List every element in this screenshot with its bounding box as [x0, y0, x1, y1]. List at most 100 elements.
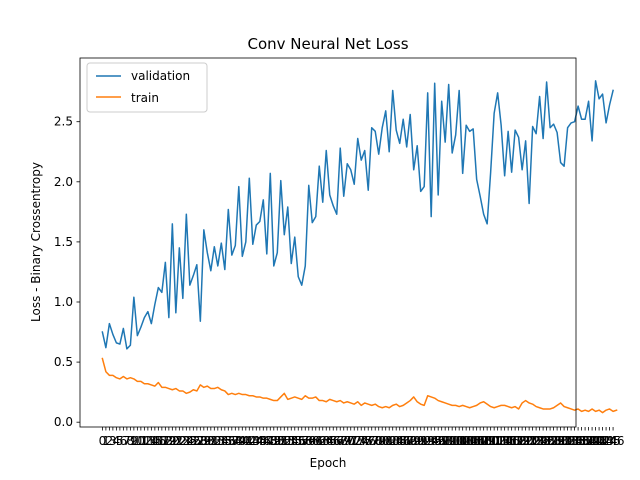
x-tick-label: 130 — [546, 434, 569, 448]
x-tick-label: 47 — [259, 434, 274, 448]
x-tick-label: 127 — [535, 434, 558, 448]
x-tick-label: 128 — [539, 434, 562, 448]
x-tick-label: 22 — [172, 434, 187, 448]
x-tick-label: 112 — [483, 434, 506, 448]
x-tick-label: 89 — [406, 434, 421, 448]
x-tick-label: 62 — [312, 434, 327, 448]
legend-label-train: train — [131, 91, 159, 105]
x-tick-label: 1 — [102, 434, 110, 448]
x-tick-label: 24 — [179, 434, 194, 448]
x-tick-label: 85 — [392, 434, 407, 448]
y-tick-label: 1.5 — [54, 235, 73, 249]
x-tick-label: 125 — [528, 434, 551, 448]
x-tick-label: 41 — [238, 434, 253, 448]
x-tick-label: 5 — [116, 434, 124, 448]
x-tick-label: 63 — [315, 434, 330, 448]
x-tick-label: 65 — [322, 434, 337, 448]
x-tick-label: 51 — [273, 434, 288, 448]
x-tick-label: 9 — [130, 434, 138, 448]
x-tick-label: 87 — [399, 434, 414, 448]
x-tick-label: 124 — [525, 434, 548, 448]
x-tick-label: 37 — [224, 434, 239, 448]
x-tick-label: 71 — [343, 434, 358, 448]
x-tick-label: 70 — [340, 434, 355, 448]
x-tick-label: 114 — [490, 434, 513, 448]
x-tick-label: 138 — [574, 434, 597, 448]
series-line-train — [101, 357, 618, 414]
x-tick-label: 66 — [326, 434, 341, 448]
x-tick-label: 111 — [479, 434, 502, 448]
y-tick-label: 2.5 — [54, 115, 73, 129]
x-tick-label: 43 — [245, 434, 260, 448]
chart-title: Conv Neural Net Loss — [247, 35, 408, 53]
x-tick-label: 90 — [410, 434, 425, 448]
x-tick-label: 108 — [469, 434, 492, 448]
x-tick-label: 122 — [518, 434, 541, 448]
x-tick-label: 118 — [504, 434, 527, 448]
x-tick-label: 2 — [106, 434, 114, 448]
x-tick-label: 83 — [385, 434, 400, 448]
x-tick-label: 19 — [161, 434, 176, 448]
x-tick-label: 137 — [570, 434, 593, 448]
x-tick-label: 39 — [231, 434, 246, 448]
legend: validation train — [86, 62, 208, 113]
x-tick-label: 26 — [186, 434, 201, 448]
x-tick-label: 50 — [270, 434, 285, 448]
x-tick-label: 14 — [144, 434, 159, 448]
x-tick-label: 131 — [549, 434, 572, 448]
x-tick-label: 15 — [147, 434, 162, 448]
x-tick-label: 18 — [158, 434, 173, 448]
x-tick-label: 123 — [521, 434, 544, 448]
x-tick-label: 25 — [182, 434, 197, 448]
x-tick-label: 139 — [577, 434, 600, 448]
x-axis-label: Epoch — [310, 456, 347, 470]
x-tick-label: 94 — [424, 434, 439, 448]
x-tick-label: 0 — [99, 434, 107, 448]
x-tick-label: 102 — [448, 434, 471, 448]
x-tick-label: 57 — [294, 434, 309, 448]
x-tick-label: 107 — [465, 434, 488, 448]
x-tick-label: 97 — [434, 434, 449, 448]
x-tick-label: 143 — [591, 434, 614, 448]
x-tick-label: 75 — [357, 434, 372, 448]
x-tick-label: 129 — [542, 434, 565, 448]
y-axis-label: Loss - Binary Crossentropy — [29, 162, 43, 322]
x-tick-label: 53 — [280, 434, 295, 448]
x-tick-label: 10 — [130, 434, 145, 448]
x-tick-label: 93 — [420, 434, 435, 448]
y-tick-label: 0.5 — [54, 355, 73, 369]
x-tick-label: 132 — [553, 434, 576, 448]
x-tick-label: 81 — [378, 434, 393, 448]
x-tick-label: 7 — [123, 434, 131, 448]
x-tick-label: 3 — [109, 434, 117, 448]
x-tick-label: 140 — [581, 434, 604, 448]
x-tick-label: 45 — [252, 434, 267, 448]
x-tick-label: 105 — [458, 434, 481, 448]
x-tick-label: 4 — [113, 434, 121, 448]
x-tick-label: 91 — [413, 434, 428, 448]
x-tick-label: 54 — [284, 434, 299, 448]
x-tick-label: 42 — [242, 434, 257, 448]
x-tick-label: 79 — [371, 434, 386, 448]
x-tick-label: 109 — [472, 434, 495, 448]
x-tick-label: 44 — [249, 434, 264, 448]
x-tick-label: 8 — [127, 434, 135, 448]
x-tick-label: 146 — [602, 434, 625, 448]
x-tick-label: 74 — [354, 434, 369, 448]
x-tick-label: 58 — [298, 434, 313, 448]
x-tick-label: 78 — [368, 434, 383, 448]
x-tick-label: 49 — [266, 434, 281, 448]
x-tick-label: 30 — [200, 434, 215, 448]
x-tick-label: 68 — [333, 434, 348, 448]
x-tick-label: 77 — [364, 434, 379, 448]
x-tick-label: 73 — [350, 434, 365, 448]
x-tick-label: 92 — [417, 434, 432, 448]
y-tick-label: 0.0 — [54, 415, 73, 429]
x-tick-label: 16 — [151, 434, 166, 448]
x-tick-label: 28 — [193, 434, 208, 448]
x-tick-label: 60 — [305, 434, 320, 448]
x-tick-label: 99 — [441, 434, 456, 448]
x-tick-label: 120 — [511, 434, 534, 448]
x-tick-label: 11 — [133, 434, 148, 448]
